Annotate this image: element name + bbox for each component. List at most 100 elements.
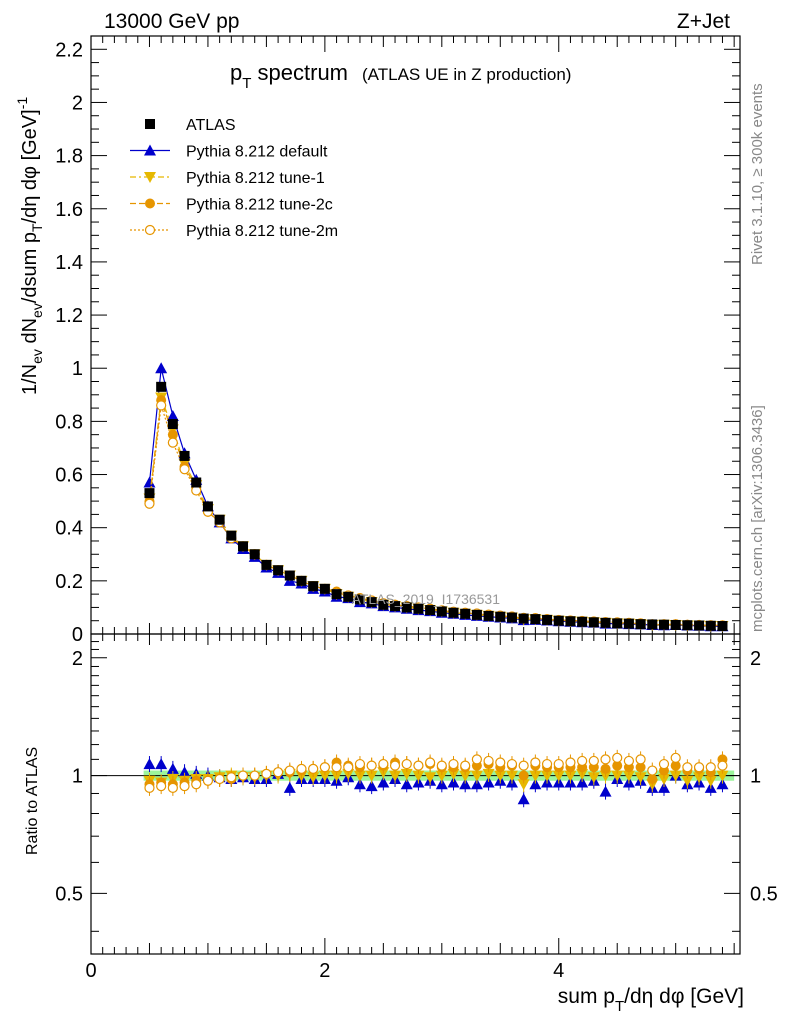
ratio-point	[413, 760, 424, 771]
data-point	[191, 477, 202, 488]
data-point	[166, 410, 179, 422]
ratio-point	[155, 758, 168, 770]
ratio-point	[191, 779, 202, 790]
legend-entry: Pythia 8.212 default	[130, 144, 328, 161]
y-axis-label: 1/Nev dNev/dsum pT/dη dφ [GeV]-1	[14, 97, 45, 395]
ratio-tick-label-right: 1	[750, 766, 761, 788]
data-point	[542, 614, 553, 625]
ratio-point	[226, 772, 237, 783]
ratio-point	[366, 760, 377, 771]
ratio-point	[482, 776, 495, 788]
data-point	[167, 437, 178, 448]
ratio-tick-label: 1	[72, 766, 83, 788]
x-tick-label: 4	[553, 960, 564, 982]
data-point	[144, 498, 155, 509]
data-point	[273, 565, 284, 576]
data-point	[343, 591, 354, 602]
data-point	[155, 362, 168, 374]
series-pythia-8-212-default	[143, 362, 729, 808]
ratio-point	[588, 755, 599, 767]
legend-label: Pythia 8.212 default	[186, 144, 328, 161]
data-point	[167, 419, 178, 430]
data-point	[518, 613, 529, 624]
ratio-point	[565, 757, 576, 768]
ratio-point	[331, 762, 342, 773]
ratio-point	[448, 758, 459, 770]
ratio-point	[378, 758, 389, 770]
ratio-point	[681, 775, 694, 787]
ratio-point	[202, 775, 214, 786]
ratio-point	[716, 778, 729, 790]
ratio-point	[343, 762, 354, 773]
ratio-point	[365, 770, 378, 782]
ratio-point	[471, 754, 482, 765]
ratio-point	[716, 770, 729, 782]
ratio-point	[693, 772, 706, 784]
chart-marks	[143, 362, 729, 808]
data-point	[143, 476, 156, 488]
y-tick-label: 1.6	[55, 199, 83, 221]
ratio-point	[166, 762, 179, 774]
ratio-point	[178, 766, 191, 778]
ratio-point	[482, 768, 495, 780]
data-point	[612, 618, 623, 629]
legend: ATLAS Pythia 8.212 default Pythia 8.212 tu…	[130, 117, 338, 240]
ratio-point	[623, 755, 635, 767]
data-point	[425, 605, 436, 616]
ratio-point	[377, 776, 390, 788]
y-tick-label: 0	[72, 624, 83, 646]
y-tick-label: 2.2	[55, 39, 83, 61]
data-point	[600, 617, 611, 628]
ratio-point	[693, 762, 705, 773]
ratio-point	[214, 773, 225, 785]
data-point	[682, 620, 693, 631]
ratio-point	[658, 758, 670, 770]
ratio-point	[553, 758, 564, 770]
ratio-point	[167, 782, 178, 794]
y-tick-label: 1	[72, 358, 83, 380]
rivet-label: Rivet 3.1.10, ≥ 300k events	[749, 83, 766, 265]
analysis-watermark: ATLAS_2019_I1736531	[352, 591, 501, 607]
data-point	[319, 583, 330, 594]
series-line	[148, 368, 723, 627]
ratio-point	[577, 755, 588, 767]
ratio-y-axis-label: Ratio to ATLAS	[24, 747, 41, 855]
data-point	[694, 620, 705, 631]
legend-marker	[145, 119, 155, 129]
ratio-point	[530, 757, 541, 768]
ratio-point	[657, 773, 670, 785]
legend-label: ATLAS	[186, 117, 236, 134]
ratio-point	[634, 772, 647, 784]
data-point	[284, 570, 295, 581]
title-main: p	[230, 60, 242, 85]
ratio-point	[459, 770, 472, 782]
data-point	[530, 614, 541, 625]
ratio-point	[518, 770, 529, 781]
ratio-point	[529, 778, 542, 790]
ratio-point	[284, 765, 295, 776]
ratio-point	[447, 776, 460, 788]
legend-marker	[145, 198, 155, 209]
data-point	[238, 541, 249, 552]
ratio-point	[389, 770, 402, 782]
data-point	[717, 621, 728, 632]
data-point	[202, 501, 213, 512]
ratio-point	[307, 772, 320, 784]
ratio-point	[353, 778, 366, 790]
ratio-point	[283, 781, 296, 793]
data-point	[658, 619, 669, 630]
ratio-point	[365, 780, 378, 792]
ratio-point	[704, 775, 717, 787]
data-point	[261, 559, 272, 570]
legend-entry: Pythia 8.212 tune-2c	[130, 197, 333, 214]
data-point	[460, 608, 471, 619]
ratio-point	[436, 760, 447, 771]
y-tick-label: 0.6	[55, 465, 83, 487]
ratio-point	[505, 770, 518, 782]
ratio-point	[495, 757, 506, 768]
data-point	[623, 618, 634, 629]
data-point	[390, 601, 401, 612]
y-tick-label: 1.4	[55, 252, 83, 274]
ratio-point	[237, 770, 249, 781]
